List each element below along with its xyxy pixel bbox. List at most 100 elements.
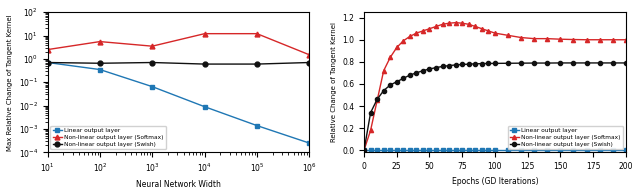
Non-linear output layer (Swish) <box>458 63 466 66</box>
Non-linear output layer (Softmax) <box>517 36 525 39</box>
Non-linear output layer (Swish) <box>44 61 51 64</box>
Non-linear output layer (Softmax) <box>360 149 368 151</box>
Non-linear output layer (Softmax) <box>393 46 401 49</box>
Linear output layer <box>44 61 51 64</box>
Non-linear output layer (Swish) <box>570 62 577 64</box>
Linear output layer <box>596 149 604 151</box>
Non-linear output layer (Softmax) <box>419 30 427 32</box>
Non-linear output layer (Swish) <box>373 98 381 101</box>
Non-linear output layer (Swish) <box>484 62 492 65</box>
Non-linear output layer (Softmax) <box>201 33 209 35</box>
Non-linear output layer (Swish) <box>452 64 460 66</box>
Non-linear output layer (Softmax) <box>622 39 630 41</box>
Non-linear output layer (Softmax) <box>387 56 394 59</box>
Non-linear output layer (Softmax) <box>380 70 388 72</box>
Linear output layer <box>582 149 590 151</box>
Non-linear output layer (Swish) <box>504 62 512 64</box>
Non-linear output layer (Swish) <box>96 62 104 64</box>
Y-axis label: Max Relative Change of Tangent Kernel: Max Relative Change of Tangent Kernel <box>7 14 13 151</box>
Non-linear output layer (Softmax) <box>445 22 453 24</box>
Linear output layer <box>570 149 577 151</box>
Non-linear output layer (Swish) <box>472 63 479 65</box>
Non-linear output layer (Swish) <box>432 66 440 69</box>
Linear output layer <box>201 105 209 108</box>
Line: Non-linear output layer (Softmax): Non-linear output layer (Softmax) <box>362 21 628 152</box>
Non-linear output layer (Swish) <box>406 74 413 76</box>
Non-linear output layer (Softmax) <box>399 40 407 42</box>
Line: Linear output layer: Linear output layer <box>362 148 628 152</box>
Non-linear output layer (Swish) <box>380 89 388 92</box>
Non-linear output layer (Swish) <box>253 63 260 65</box>
Non-linear output layer (Softmax) <box>432 25 440 28</box>
Linear output layer <box>413 149 420 151</box>
X-axis label: Epochs (GD Iterations): Epochs (GD Iterations) <box>452 177 538 186</box>
Non-linear output layer (Swish) <box>439 65 447 68</box>
Non-linear output layer (Softmax) <box>305 54 313 56</box>
Non-linear output layer (Swish) <box>557 62 564 64</box>
Non-linear output layer (Softmax) <box>596 39 604 41</box>
Non-linear output layer (Softmax) <box>96 40 104 43</box>
Linear output layer <box>96 68 104 71</box>
Non-linear output layer (Softmax) <box>484 30 492 32</box>
Non-linear output layer (Softmax) <box>367 129 374 132</box>
Non-linear output layer (Softmax) <box>406 35 413 38</box>
Linear output layer <box>458 149 466 151</box>
Non-linear output layer (Swish) <box>148 61 156 64</box>
Legend: Linear output layer, Non-linear output layer (Softmax), Non-linear output layer : Linear output layer, Non-linear output l… <box>51 125 166 150</box>
Linear output layer <box>531 149 538 151</box>
Non-linear output layer (Swish) <box>426 68 433 70</box>
Linear output layer <box>465 149 472 151</box>
Non-linear output layer (Softmax) <box>472 25 479 28</box>
Non-linear output layer (Softmax) <box>557 38 564 40</box>
Linear output layer <box>557 149 564 151</box>
Non-linear output layer (Softmax) <box>582 39 590 41</box>
Non-linear output layer (Swish) <box>517 62 525 64</box>
Linear output layer <box>393 149 401 151</box>
Linear output layer <box>439 149 447 151</box>
Linear output layer <box>432 149 440 151</box>
Non-linear output layer (Softmax) <box>373 99 381 102</box>
Linear output layer <box>452 149 460 151</box>
Non-linear output layer (Swish) <box>201 63 209 65</box>
Linear output layer <box>406 149 413 151</box>
Non-linear output layer (Softmax) <box>465 23 472 25</box>
Non-linear output layer (Swish) <box>531 62 538 64</box>
Linear output layer <box>387 149 394 151</box>
Non-linear output layer (Swish) <box>387 84 394 86</box>
Non-linear output layer (Softmax) <box>426 27 433 30</box>
Non-linear output layer (Softmax) <box>439 23 447 25</box>
Non-linear output layer (Swish) <box>419 70 427 72</box>
Linear output layer <box>491 149 499 151</box>
Non-linear output layer (Swish) <box>305 61 313 64</box>
Non-linear output layer (Swish) <box>413 72 420 74</box>
Linear output layer <box>472 149 479 151</box>
Linear output layer <box>445 149 453 151</box>
Non-linear output layer (Softmax) <box>570 38 577 41</box>
Non-linear output layer (Swish) <box>478 62 486 65</box>
Non-linear output layer (Swish) <box>582 62 590 64</box>
Non-linear output layer (Swish) <box>609 62 616 64</box>
Non-linear output layer (Softmax) <box>458 22 466 24</box>
Linear output layer <box>360 149 368 151</box>
Line: Non-linear output layer (Softmax): Non-linear output layer (Softmax) <box>45 31 312 57</box>
Non-linear output layer (Swish) <box>543 62 551 64</box>
Non-linear output layer (Softmax) <box>543 37 551 40</box>
Non-linear output layer (Softmax) <box>478 27 486 30</box>
Y-axis label: Relative Change of Tangent Kernel: Relative Change of Tangent Kernel <box>331 22 337 142</box>
Linear output layer <box>504 149 512 151</box>
Linear output layer <box>380 149 388 151</box>
Linear output layer <box>478 149 486 151</box>
Linear output layer <box>419 149 427 151</box>
Non-linear output layer (Softmax) <box>531 37 538 40</box>
Linear output layer <box>367 149 374 151</box>
Linear output layer <box>148 85 156 88</box>
Line: Non-linear output layer (Swish): Non-linear output layer (Swish) <box>45 60 312 66</box>
Linear output layer <box>517 149 525 151</box>
Non-linear output layer (Softmax) <box>609 39 616 41</box>
Non-linear output layer (Softmax) <box>491 32 499 34</box>
Linear output layer <box>426 149 433 151</box>
Linear output layer <box>609 149 616 151</box>
Non-linear output layer (Swish) <box>399 77 407 80</box>
Linear output layer <box>622 149 630 151</box>
Non-linear output layer (Softmax) <box>413 32 420 34</box>
